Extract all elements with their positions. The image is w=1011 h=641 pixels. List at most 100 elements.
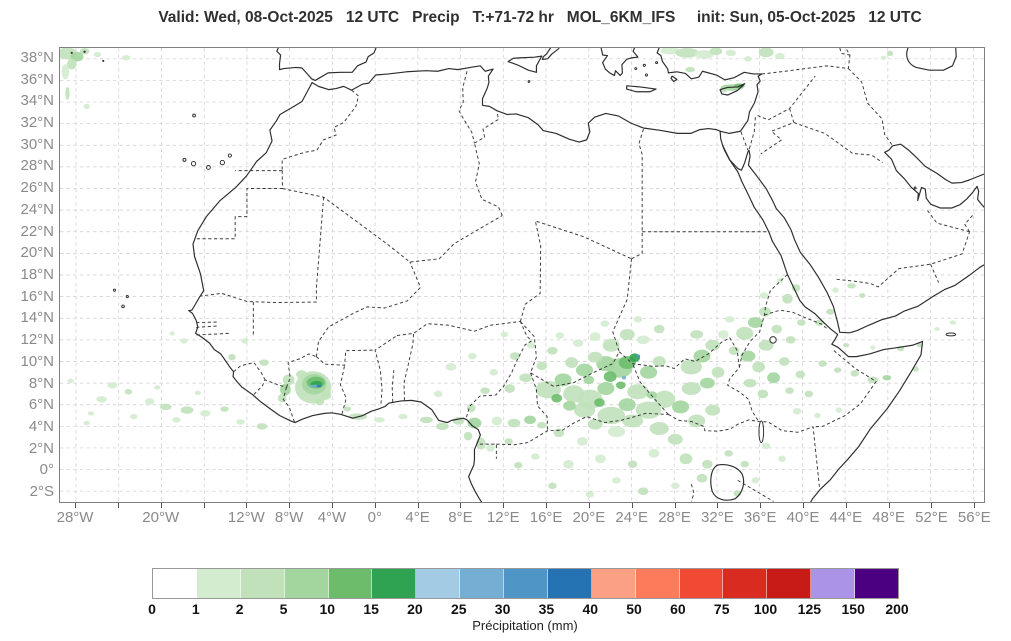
colorbar-title: Précipitation (mm) [472, 618, 578, 633]
precip-cell [859, 293, 866, 298]
colorbar-tick-label: 25 [450, 601, 467, 617]
x-axis-tick [760, 503, 762, 508]
y-tick-label: 26°N [20, 179, 54, 197]
precip-cell [486, 444, 495, 452]
borders-chad-libya-egypt [519, 127, 769, 387]
y-tick-label: 2°S [29, 483, 54, 501]
coastline-caspian [906, 48, 957, 71]
precip-cell [627, 384, 649, 400]
precip-cell [880, 55, 887, 60]
precip-cell [536, 422, 547, 429]
colorbar-tick-label: 150 [841, 601, 865, 617]
x-axis-tick [160, 503, 162, 508]
colorbar-segment [591, 569, 636, 598]
y-tick-label: 20°N [20, 244, 54, 262]
x-tick-label: 32°E [701, 509, 734, 526]
x-axis-tick [246, 503, 248, 508]
y-tick-label: 0° [39, 461, 54, 479]
precip-cell [398, 413, 408, 420]
colorbar-segment [679, 569, 724, 598]
precip-cell [635, 401, 662, 419]
precip-cell [466, 403, 476, 413]
x-axis-tick [674, 503, 676, 508]
colorbar-segment [723, 569, 768, 598]
precip-cell [553, 428, 565, 438]
colorbar-segment [196, 569, 241, 598]
colorbar-tick-label: 50 [626, 601, 642, 617]
precip-cell [220, 406, 229, 412]
precip-cell [767, 372, 780, 384]
precip-cell [870, 345, 876, 350]
colorbar-segment [635, 569, 680, 598]
y-tick-label: 32°N [20, 114, 54, 131]
precip-cell [70, 51, 84, 62]
coastline-calabria [541, 48, 560, 60]
borders-maghreb [194, 71, 503, 263]
precip-cell [758, 48, 774, 58]
precip-cell [797, 319, 806, 326]
precip-cell [236, 419, 245, 425]
borders-sudan-southsudan [618, 337, 820, 502]
precip-cell [886, 50, 894, 57]
precip-cell [724, 450, 733, 457]
precip-cell [636, 335, 650, 345]
x-axis-tick [331, 503, 333, 508]
precip-cell [93, 51, 102, 58]
precip-cell [696, 473, 708, 483]
precip-cell [653, 324, 665, 334]
precip-cell [555, 332, 565, 339]
precip-cell [627, 460, 638, 468]
precip-cell [547, 346, 558, 355]
precip-cell [718, 330, 729, 339]
precip-cell [144, 398, 155, 405]
x-axis-tick [203, 503, 205, 508]
coastline-cyprus [719, 83, 746, 96]
precip-cell [681, 382, 701, 395]
precip-cell [199, 410, 211, 417]
precip-cell [724, 316, 735, 323]
precip-cell [743, 378, 757, 388]
colorbar-tick-label: 40 [582, 601, 599, 617]
precip-cell [761, 442, 771, 450]
y-tick-label: 8°N [28, 374, 54, 392]
colorbar-segment [547, 569, 592, 598]
precip-cell [587, 351, 603, 363]
x-axis-tick [546, 503, 548, 508]
precip-cell [480, 387, 490, 394]
precip-cell [575, 363, 594, 377]
x-axis-tick [460, 503, 462, 508]
precip-cell [775, 52, 785, 60]
y-tick-label: 6°N [28, 396, 54, 414]
precip-cell [709, 48, 723, 56]
precip-cell [694, 50, 714, 59]
precip-cell [637, 487, 649, 495]
precip-cell [467, 417, 482, 429]
borders-nigeria-cameroon [465, 321, 669, 459]
coastline-persian-gulf [884, 143, 984, 209]
x-axis-tick [631, 503, 633, 508]
colorbar-segment [767, 569, 812, 598]
precip-cell [83, 103, 90, 110]
coastline-crete [626, 85, 657, 93]
precip-cell [597, 382, 615, 395]
x-tick-label: 52°E [915, 509, 948, 526]
precip-cell [507, 418, 521, 428]
precip-cell [672, 400, 690, 414]
precip-cell [701, 459, 713, 469]
colorbar-segment [372, 569, 417, 598]
y-tick-label: 16°N [20, 287, 54, 305]
precip-cell [603, 371, 617, 383]
precip-cell [468, 352, 477, 360]
coastline-greece [600, 48, 639, 77]
precip-cell [600, 320, 610, 327]
precip-cell [776, 277, 784, 284]
precip-cell [180, 406, 194, 414]
precip-cell [548, 482, 557, 490]
country-border-layer [194, 48, 975, 502]
borders-west-africa [196, 197, 521, 423]
precip-cell [850, 370, 860, 377]
borders-levant-iraq [740, 48, 894, 163]
precip-cell [826, 308, 835, 315]
precip-cell [531, 453, 540, 460]
precip-cell [585, 491, 595, 498]
